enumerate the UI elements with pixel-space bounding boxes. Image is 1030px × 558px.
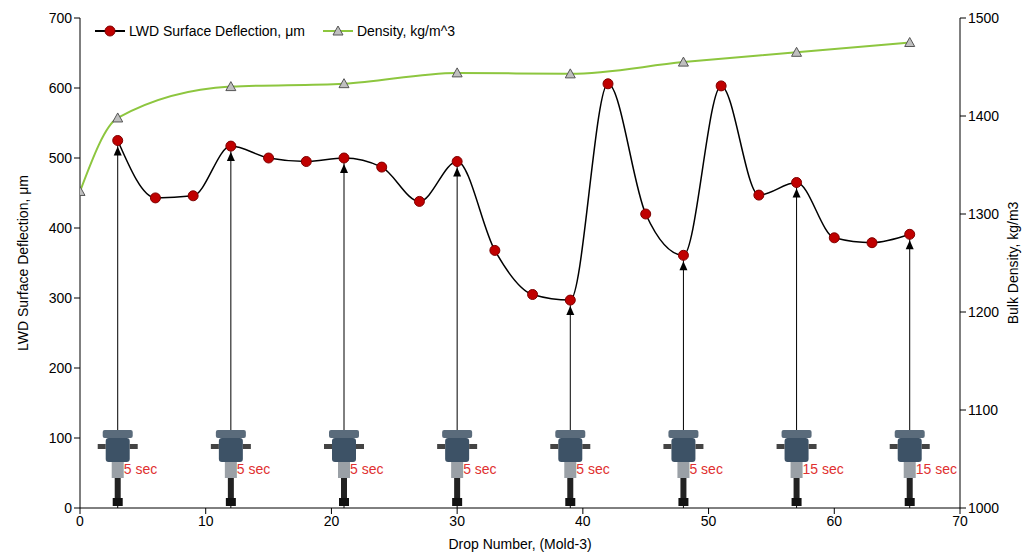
- html-text:LWD Surface Deflection, μm: LWD Surface Deflection, μm: [129, 23, 305, 39]
- svg-text:1100: 1100: [968, 402, 998, 418]
- svg-text:5 sec: 5 sec: [124, 461, 157, 477]
- svg-text:15 sec: 15 sec: [803, 461, 844, 477]
- svg-text:1500: 1500: [968, 10, 999, 26]
- svg-text:Bulk Density, kg/m3: Bulk Density, kg/m3: [1005, 201, 1021, 324]
- svg-text:200: 200: [49, 360, 73, 376]
- svg-text:60: 60: [826, 513, 842, 529]
- svg-text:70: 70: [952, 513, 968, 529]
- svg-text:100: 100: [49, 430, 73, 446]
- svg-text:0: 0: [76, 513, 84, 529]
- svg-text:20: 20: [324, 513, 340, 529]
- svg-text:500: 500: [49, 150, 73, 166]
- svg-text:600: 600: [49, 80, 73, 96]
- svg-text:1000: 1000: [968, 500, 999, 516]
- svg-text:50: 50: [701, 513, 717, 529]
- svg-text:300: 300: [49, 290, 73, 306]
- svg-text:5 sec: 5 sec: [463, 461, 496, 477]
- svg-text:1400: 1400: [968, 108, 999, 124]
- svg-text:15 sec: 15 sec: [916, 461, 957, 477]
- svg-text:10: 10: [198, 513, 214, 529]
- svg-text:400: 400: [49, 220, 73, 236]
- svg-text:5 sec: 5 sec: [689, 461, 722, 477]
- svg-text:1300: 1300: [968, 206, 999, 222]
- svg-text:700: 700: [49, 10, 73, 26]
- svg-text:0: 0: [64, 500, 72, 516]
- svg-text:5 sec: 5 sec: [350, 461, 383, 477]
- svg-text:5 sec: 5 sec: [576, 461, 609, 477]
- svg-text:LWD Surface Deflection, μm: LWD Surface Deflection, μm: [15, 175, 31, 351]
- svg-text:40: 40: [575, 513, 591, 529]
- svg-text:1200: 1200: [968, 304, 999, 320]
- svg-text:30: 30: [449, 513, 465, 529]
- svg-text:5 sec: 5 sec: [237, 461, 270, 477]
- svg-text:Drop Number, (Mold-3): Drop Number, (Mold-3): [448, 536, 591, 552]
- html-text:Density, kg/m^3: Density, kg/m^3: [356, 23, 455, 39]
